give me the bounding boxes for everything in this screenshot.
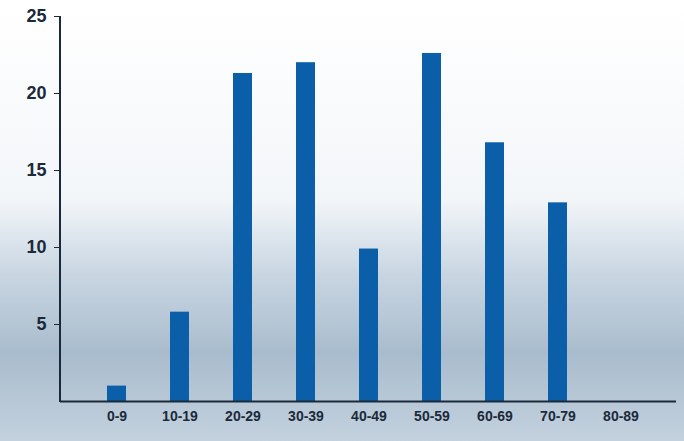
svg-text:50-59: 50-59 bbox=[414, 408, 450, 424]
svg-text:25: 25 bbox=[26, 6, 46, 26]
svg-text:20-29: 20-29 bbox=[225, 408, 261, 424]
svg-text:80-89: 80-89 bbox=[603, 408, 639, 424]
svg-text:70-79: 70-79 bbox=[540, 408, 576, 424]
svg-text:20: 20 bbox=[26, 83, 46, 103]
svg-text:10: 10 bbox=[26, 237, 46, 257]
svg-text:30-39: 30-39 bbox=[288, 408, 324, 424]
svg-text:60-69: 60-69 bbox=[477, 408, 513, 424]
svg-text:0-9: 0-9 bbox=[107, 408, 127, 424]
svg-text:40-49: 40-49 bbox=[351, 408, 387, 424]
svg-text:15: 15 bbox=[26, 160, 46, 180]
svg-text:5: 5 bbox=[36, 314, 46, 334]
svg-text:10-19: 10-19 bbox=[162, 408, 198, 424]
